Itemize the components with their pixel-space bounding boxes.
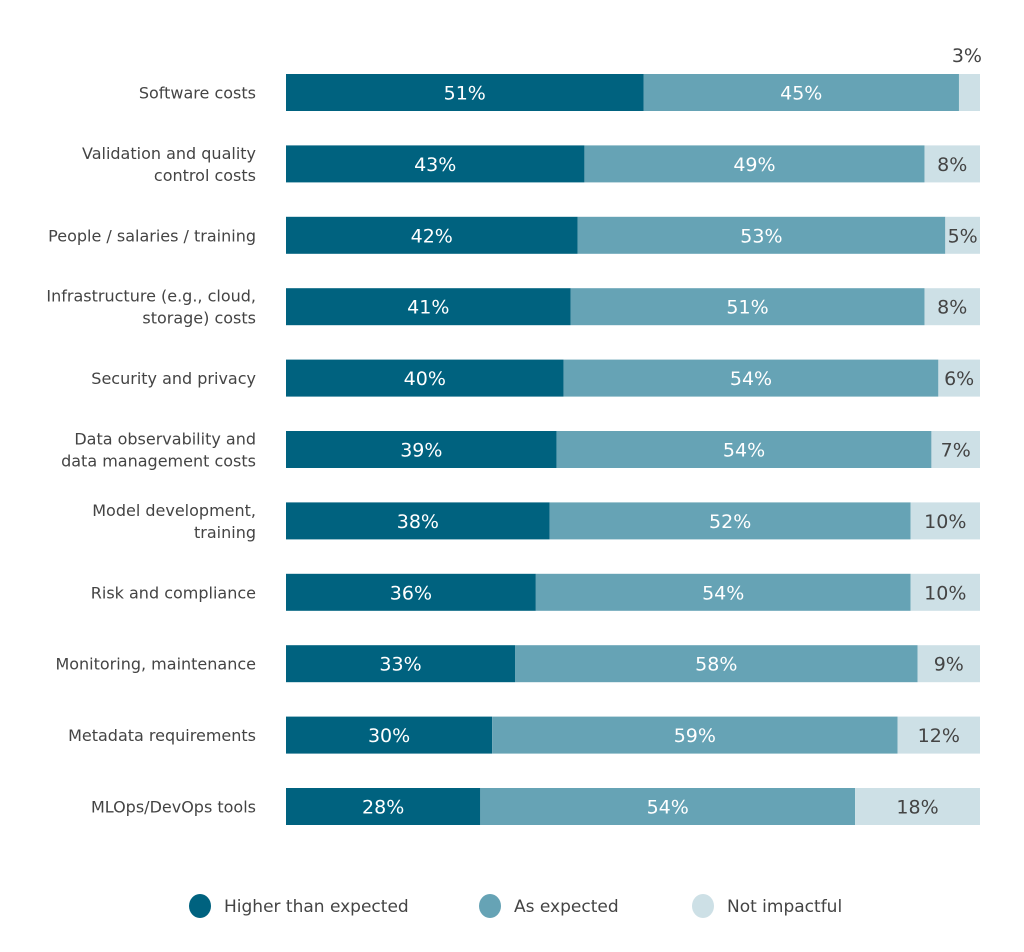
data-label: 12%: [918, 725, 960, 747]
legend-label: Higher than expected: [224, 897, 409, 917]
data-label: 54%: [702, 582, 744, 604]
legend-marker: [692, 894, 714, 918]
legend-marker: [479, 894, 501, 918]
data-label: 54%: [730, 368, 772, 390]
category-label: Metadata requirements: [68, 726, 256, 745]
data-label: 45%: [780, 83, 822, 105]
data-label: 10%: [924, 511, 966, 533]
category-label: Security and privacy: [91, 369, 256, 388]
category-label: Software costs: [139, 84, 256, 103]
category-label: Risk and compliance: [91, 583, 256, 602]
category-label: Infrastructure (e.g., cloud, storage) cos…: [46, 287, 256, 328]
data-label: 9%: [934, 654, 964, 676]
category-label: Validation and quality control costs: [82, 144, 256, 185]
data-label: 18%: [896, 797, 938, 819]
category-label: MLOps/DevOps tools: [91, 798, 256, 817]
data-label: 8%: [937, 154, 967, 176]
data-label: 54%: [647, 797, 689, 819]
category-label: Model development, training: [92, 501, 256, 542]
bar-segment: [924, 288, 980, 326]
legend-label: As expected: [514, 897, 619, 917]
data-label: 6%: [944, 368, 974, 390]
data-label: 38%: [397, 511, 439, 533]
bar-segment: [945, 216, 980, 254]
bar-segment: [570, 288, 925, 326]
data-label: 42%: [411, 225, 453, 247]
bar-segment: [643, 74, 959, 111]
bar-segment: [910, 502, 980, 540]
category-label: People / salaries / training: [48, 226, 256, 245]
bar-segment: [286, 288, 571, 326]
bar-segment: [286, 502, 550, 540]
data-label: 52%: [709, 511, 751, 533]
data-label: 49%: [733, 154, 775, 176]
bar-segment: [917, 645, 980, 683]
bar-segment: [938, 359, 980, 397]
bar-segment: [286, 788, 481, 825]
bar-segment: [492, 716, 898, 754]
data-label: 40%: [404, 368, 446, 390]
bar-segment: [897, 716, 980, 754]
bar-segment: [286, 359, 564, 397]
data-label: 51%: [726, 297, 768, 319]
bar-segment: [286, 716, 493, 754]
bar-segment: [563, 359, 939, 397]
data-label: 36%: [390, 582, 432, 604]
bar-segment: [549, 502, 911, 540]
bar-segment: [286, 431, 557, 468]
data-label: 30%: [368, 725, 410, 747]
bar-segment: [515, 645, 918, 683]
bar-segment: [286, 216, 578, 254]
bar-segment: [584, 145, 925, 183]
data-label: 53%: [740, 225, 782, 247]
category-label: Data observability and data management co…: [61, 430, 256, 471]
data-label: 5%: [948, 225, 978, 247]
bar-segment: [577, 216, 946, 254]
data-label: 43%: [414, 154, 456, 176]
data-label: 10%: [924, 582, 966, 604]
bar-segment: [535, 573, 911, 611]
bar-segment: [286, 74, 644, 111]
data-label: 39%: [400, 440, 442, 462]
bar-segment: [910, 573, 980, 611]
bar-segment: [931, 431, 980, 468]
legend-label: Not impactful: [727, 897, 842, 917]
data-label: 41%: [407, 297, 449, 319]
bar-segment: [855, 788, 980, 825]
category-label: Monitoring, maintenance: [55, 655, 256, 674]
data-label: 54%: [723, 440, 765, 462]
bar-segment: [286, 145, 585, 183]
bar-segment: [286, 645, 516, 683]
bar-segment: [958, 74, 980, 111]
bar-segment: [480, 788, 856, 825]
data-label: 58%: [695, 654, 737, 676]
data-label: 3%: [952, 45, 982, 67]
data-label: 8%: [937, 297, 967, 319]
data-label: 28%: [362, 797, 404, 819]
bar-segment: [556, 431, 932, 468]
data-label: 51%: [444, 83, 486, 105]
bar-segment: [286, 573, 536, 611]
bar-segment: [924, 145, 980, 183]
data-label: 7%: [941, 440, 971, 462]
data-label: 59%: [674, 725, 716, 747]
data-label: 33%: [379, 654, 421, 676]
legend-marker: [189, 894, 211, 918]
